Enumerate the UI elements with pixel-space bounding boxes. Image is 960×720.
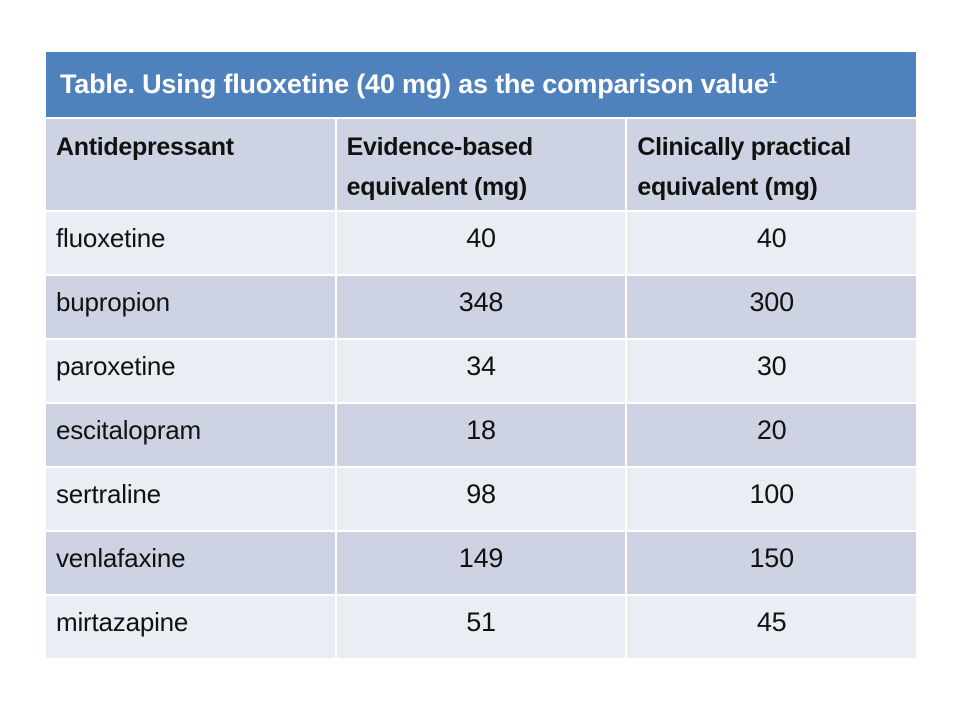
drug-name: sertraline	[46, 468, 335, 530]
drug-name: mirtazapine	[46, 596, 335, 658]
table-row: paroxetine 34 30	[46, 340, 917, 402]
practical-value: 100	[627, 468, 917, 530]
evidence-value: 18	[336, 404, 626, 466]
drug-name: escitalopram	[46, 404, 335, 466]
practical-value: 300	[627, 276, 917, 338]
table-row: fluoxetine 40 40	[46, 212, 917, 274]
evidence-value: 98	[336, 468, 626, 530]
antidepressant-equivalence-table: Table. Using fluoxetine (40 mg) as the c…	[46, 52, 917, 658]
evidence-value: 51	[336, 596, 626, 658]
practical-value: 150	[627, 532, 917, 594]
table-title-bar: Table. Using fluoxetine (40 mg) as the c…	[46, 52, 916, 117]
practical-value: 40	[627, 212, 917, 274]
drug-name: fluoxetine	[46, 212, 335, 274]
drug-name: venlafaxine	[46, 532, 335, 594]
drug-name: bupropion	[46, 276, 335, 338]
table-row: sertraline 98 100	[46, 468, 917, 530]
evidence-value: 40	[336, 212, 626, 274]
practical-value: 45	[627, 596, 917, 658]
table-header-row: Antidepressant Evidence-based equivalent…	[46, 119, 917, 210]
table-row: escitalopram 18 20	[46, 404, 917, 466]
table-row: bupropion 348 300	[46, 276, 917, 338]
title-footnote-superscript: 1	[768, 70, 777, 87]
drug-name: paroxetine	[46, 340, 335, 402]
evidence-value: 149	[336, 532, 626, 594]
practical-value: 20	[627, 404, 917, 466]
table-row: venlafaxine 149 150	[46, 532, 917, 594]
column-header-antidepressant: Antidepressant	[46, 119, 335, 210]
evidence-value: 34	[336, 340, 626, 402]
evidence-value: 348	[336, 276, 626, 338]
column-header-evidence-based: Evidence-based equivalent (mg)	[336, 119, 626, 210]
practical-value: 30	[627, 340, 917, 402]
table-row: mirtazapine 51 45	[46, 596, 917, 658]
table-title: Table. Using fluoxetine (40 mg) as the c…	[60, 69, 777, 99]
column-header-clinically-practical: Clinically practical equivalent (mg)	[627, 119, 917, 210]
